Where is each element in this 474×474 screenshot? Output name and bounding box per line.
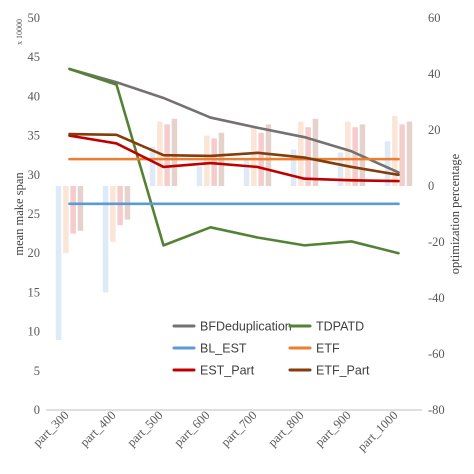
y2-tick-label: -40 (428, 291, 445, 305)
y-tick-label: 50 (28, 11, 41, 25)
y-tick-label: 25 (28, 207, 41, 221)
y-tick-label: 30 (28, 168, 41, 182)
y2-tick-label: 20 (428, 123, 441, 137)
bar-mark (149, 146, 156, 186)
series-line (68, 67, 400, 255)
legend: BFDeduplication TDPATD BL_EST ETF EST_Part ET… (172, 320, 370, 378)
unit-label: x 10000 (15, 19, 24, 45)
y-axis-title: mean make span (12, 172, 26, 256)
bar-mark (406, 121, 413, 186)
x-tick-label: part_500 (124, 408, 165, 449)
bar-mark (77, 186, 84, 231)
y2-axis-title: optimization percentage (448, 153, 462, 274)
y2-tick-label: 60 (428, 11, 441, 25)
bar-mark (204, 135, 210, 186)
y-tick-label: 10 (28, 325, 41, 339)
series-line (68, 67, 400, 174)
bar-mark (117, 186, 123, 226)
x-tick-label: part_1000 (355, 408, 401, 454)
legend-label: BL_EST (200, 342, 247, 356)
x-tick-label: part_400 (77, 408, 118, 449)
y-tick-label: 40 (28, 89, 41, 103)
bar-mark (337, 152, 344, 186)
legend-label: ETF_Part (316, 364, 370, 378)
y2-tick-label: -80 (428, 403, 445, 417)
y-tick-label: 0 (34, 403, 40, 417)
bar-mark (55, 186, 62, 340)
bar-mark (102, 186, 109, 293)
bar-mark (305, 127, 311, 186)
bar-mark (312, 118, 319, 186)
bar-mark (345, 121, 351, 186)
bar-mark (196, 166, 203, 186)
lines-layer (68, 67, 400, 255)
x-tick-label: part_600 (171, 408, 212, 449)
y-tick-label: 20 (28, 246, 41, 260)
bar-mark (251, 127, 257, 186)
bar-mark (110, 186, 116, 242)
legend-label: TDPATD (316, 320, 364, 334)
bar-mark (171, 118, 178, 186)
legend-label: EST_Part (200, 364, 255, 378)
bar-mark (298, 121, 304, 186)
x-tick-label: part_700 (218, 408, 259, 449)
legend-label: BFDeduplication (200, 320, 292, 334)
series-line (68, 134, 400, 183)
x-tick-label: part_800 (265, 408, 306, 449)
y-tick-label: 15 (28, 285, 41, 299)
bar-mark (399, 124, 405, 186)
bar-mark (63, 186, 69, 254)
bar-mark (290, 149, 297, 186)
y-tick-label: 45 (28, 50, 41, 64)
bars-layer (55, 116, 413, 340)
y2-tick-label: 0 (428, 179, 434, 193)
series-line (68, 132, 400, 177)
x-tick-label: part_900 (312, 408, 353, 449)
bar-mark (352, 127, 358, 186)
bar-mark (243, 158, 250, 186)
y2-tick-label: -20 (428, 235, 445, 249)
legend-label: ETF (316, 342, 340, 356)
y-tick-label: 5 (34, 364, 40, 378)
bar-mark (384, 141, 391, 186)
y2-tick-label: -60 (428, 347, 445, 361)
bar-mark (392, 116, 398, 186)
bar-mark (70, 186, 76, 234)
y2-tick-label: 40 (428, 67, 441, 81)
y-tick-label: 35 (28, 129, 41, 143)
